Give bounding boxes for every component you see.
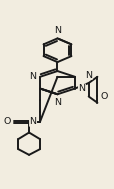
Text: N: N (29, 72, 36, 81)
Text: N: N (54, 98, 60, 107)
Text: O: O (4, 117, 11, 126)
Text: N: N (54, 26, 60, 35)
Text: O: O (100, 92, 107, 101)
Text: N: N (84, 70, 91, 80)
Text: N: N (78, 84, 85, 93)
Text: N: N (29, 117, 36, 126)
